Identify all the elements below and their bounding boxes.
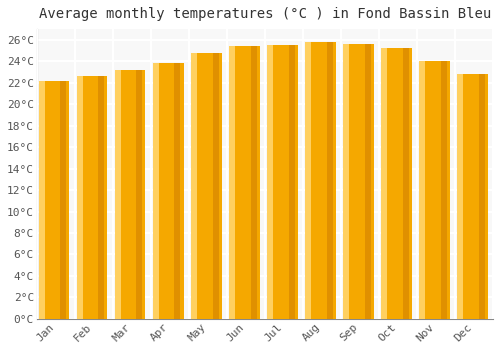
Bar: [305, 42, 312, 319]
Bar: [77, 76, 83, 319]
Bar: [460, 74, 487, 319]
Bar: [80, 76, 108, 319]
Bar: [458, 74, 464, 319]
Bar: [115, 70, 121, 319]
Bar: [422, 61, 450, 319]
Bar: [153, 63, 159, 319]
Bar: [364, 44, 370, 319]
Bar: [384, 48, 411, 319]
Bar: [440, 61, 446, 319]
Bar: [174, 63, 180, 319]
Bar: [326, 42, 332, 319]
Bar: [229, 46, 235, 319]
Bar: [42, 80, 70, 319]
Bar: [402, 48, 408, 319]
Bar: [98, 76, 104, 319]
Bar: [232, 46, 260, 319]
Bar: [420, 61, 426, 319]
Bar: [270, 45, 297, 319]
Bar: [346, 44, 374, 319]
Bar: [212, 52, 218, 319]
Title: Average monthly temperatures (°C ) in Fond Bassin Bleu: Average monthly temperatures (°C ) in Fo…: [39, 7, 491, 21]
Bar: [267, 45, 273, 319]
Bar: [60, 80, 66, 319]
Bar: [39, 80, 45, 319]
Bar: [250, 46, 256, 319]
Bar: [308, 42, 336, 319]
Bar: [478, 74, 484, 319]
Bar: [156, 63, 184, 319]
Bar: [194, 52, 222, 319]
Bar: [118, 70, 146, 319]
Bar: [344, 44, 349, 319]
Bar: [382, 48, 388, 319]
Bar: [191, 52, 197, 319]
Bar: [288, 45, 294, 319]
Bar: [136, 70, 142, 319]
